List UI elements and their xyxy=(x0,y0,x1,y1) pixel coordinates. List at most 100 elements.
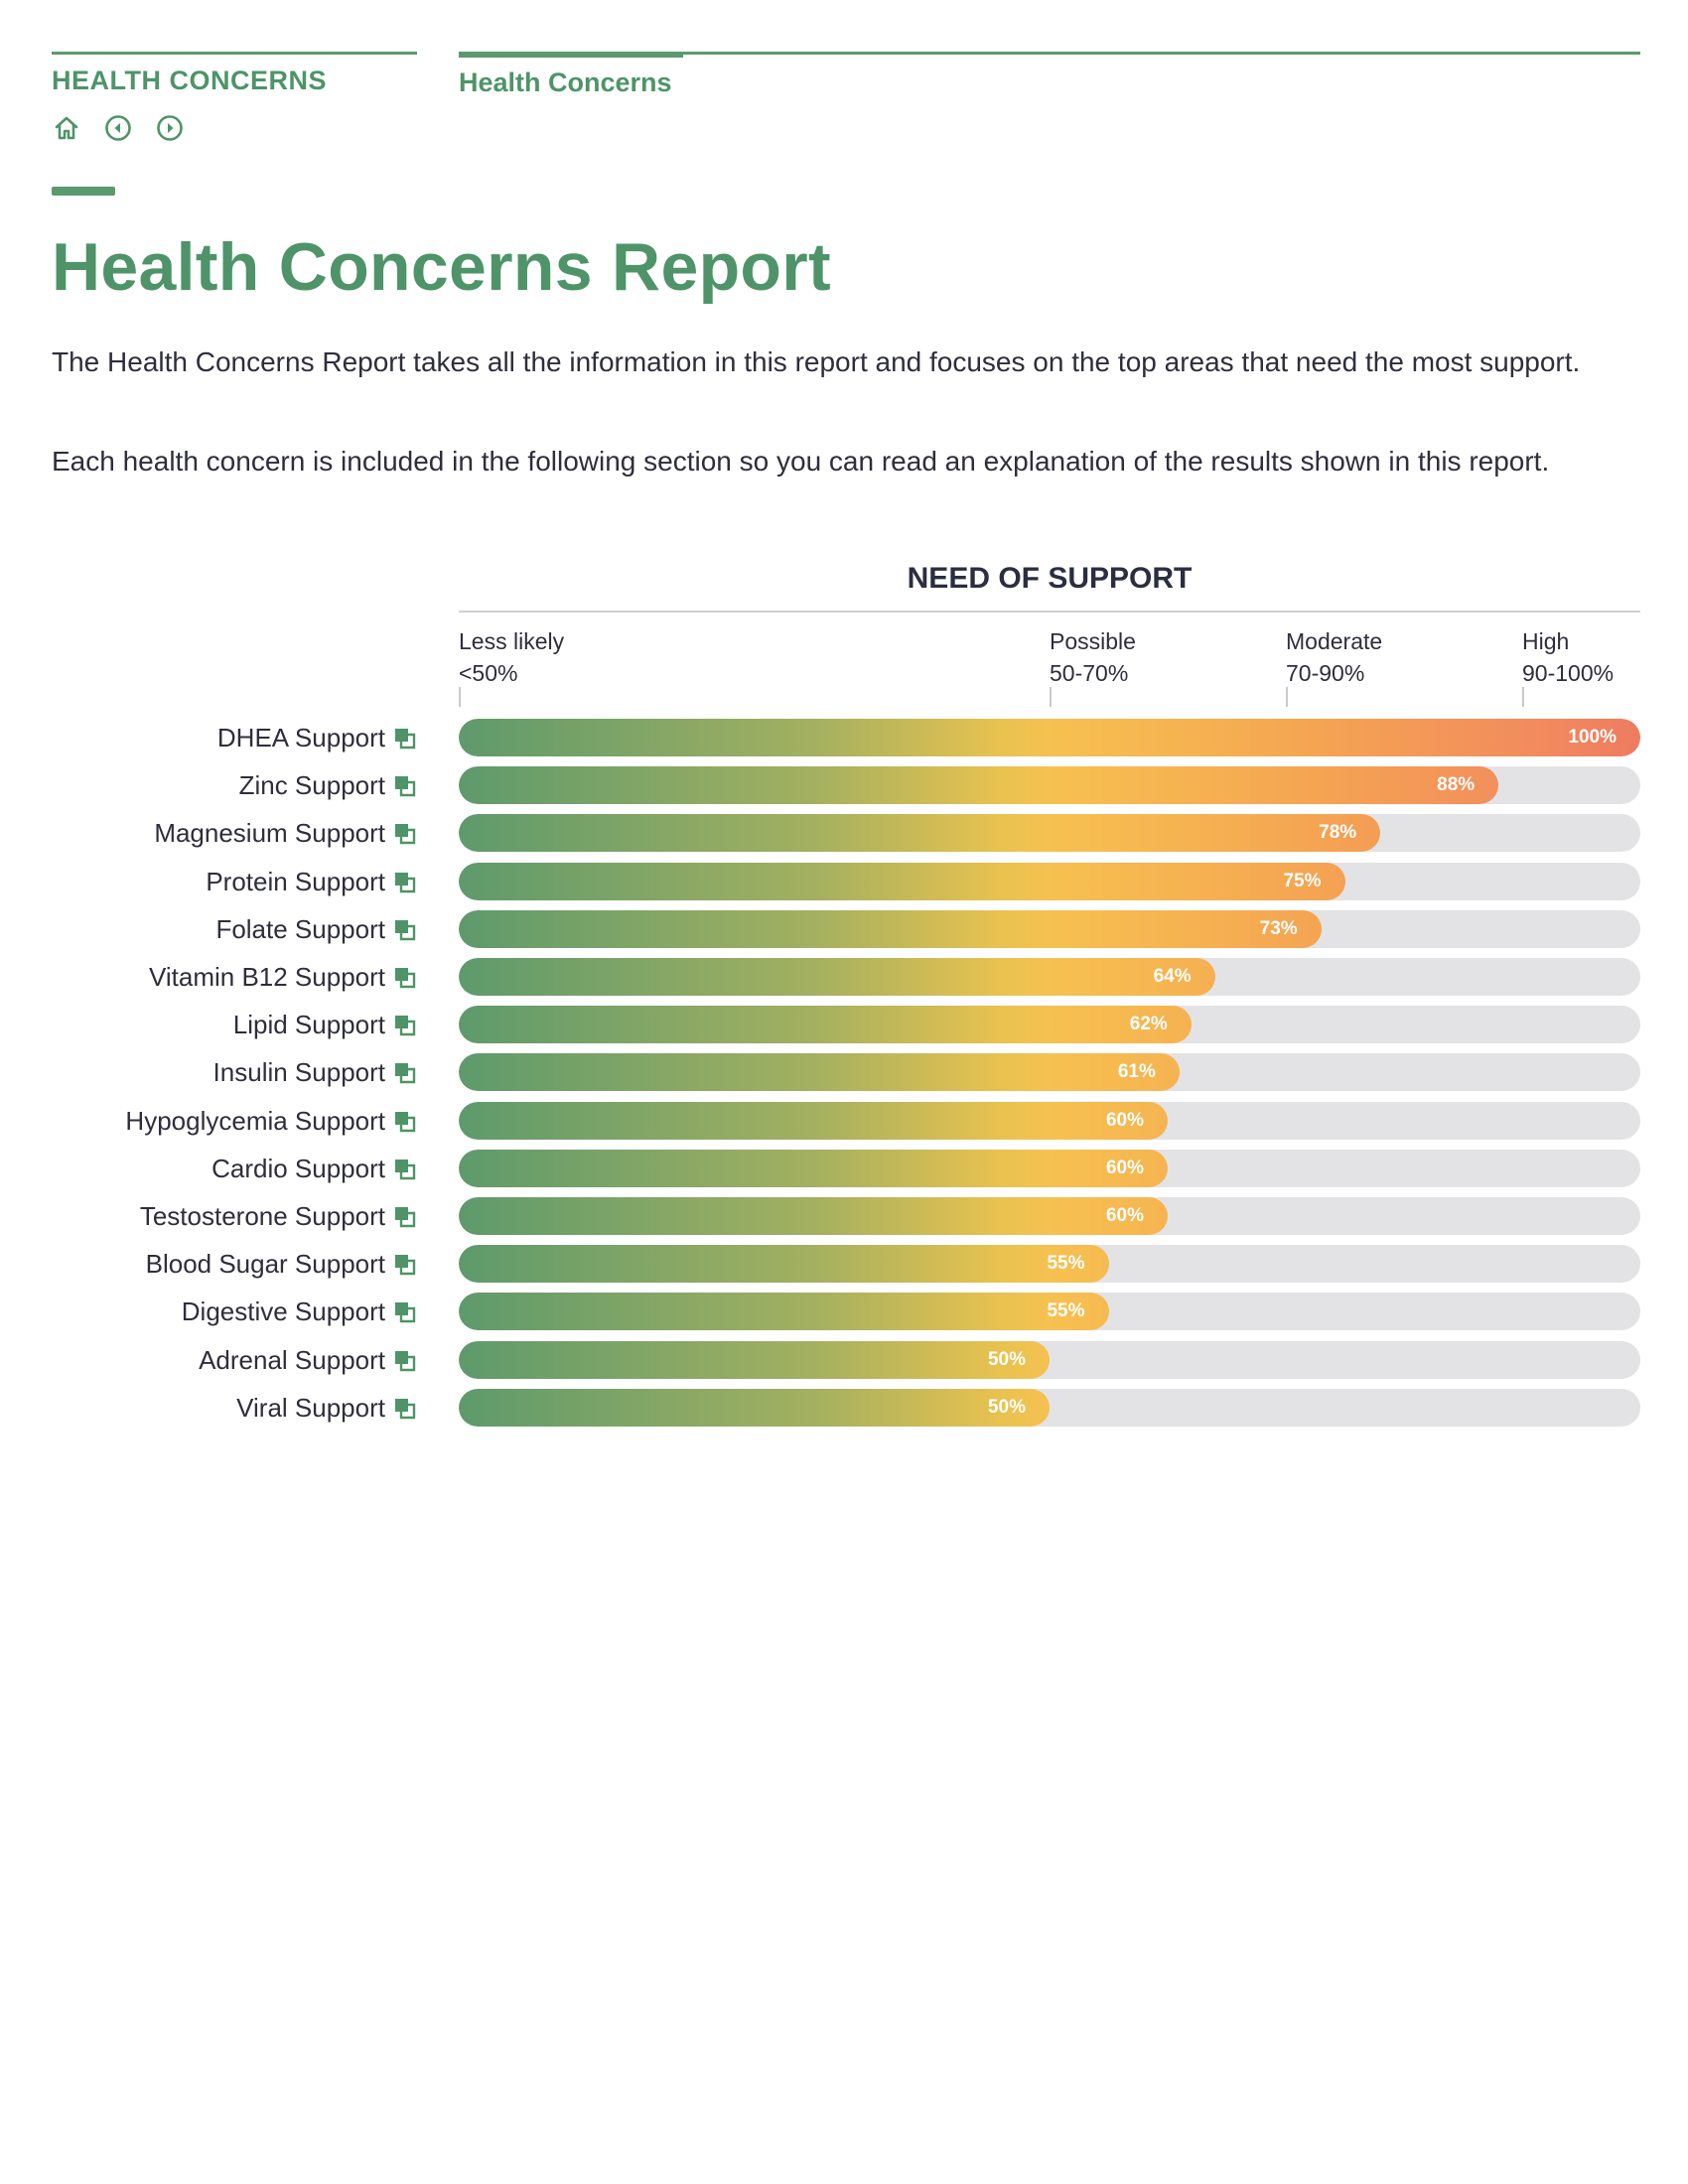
bar-row: DHEA Support 100% xyxy=(0,719,1688,756)
bar-category-label[interactable]: Magnesium Support xyxy=(154,818,385,849)
bar-track: 73% xyxy=(459,909,1640,948)
bar-category-label[interactable]: Adrenal Support xyxy=(199,1344,385,1375)
bar-category-label[interactable]: Lipid Support xyxy=(232,1010,385,1040)
bar-row: Insulin Support 61% xyxy=(0,1053,1688,1092)
bar-value-label: 75% xyxy=(1283,870,1322,891)
bar-category-label[interactable]: Vitamin B12 Support xyxy=(149,962,385,992)
open-link-icon[interactable] xyxy=(394,823,416,845)
open-link-icon[interactable] xyxy=(394,1159,416,1180)
bar-fill xyxy=(459,814,1381,853)
home-icon[interactable] xyxy=(52,113,81,143)
bar-value-label: 78% xyxy=(1319,822,1357,844)
open-link-icon[interactable] xyxy=(394,872,416,893)
bar-value-label: 100% xyxy=(1568,727,1617,748)
scale-level-range: 70-90% xyxy=(1286,660,1365,686)
bar-row: Testosterone Support 60% xyxy=(0,1197,1688,1235)
open-link-icon[interactable] xyxy=(394,775,416,797)
bar-track: 50% xyxy=(459,1388,1640,1427)
chart-title-rule xyxy=(459,611,1640,613)
scale-level-name: Less likely xyxy=(459,628,565,654)
next-icon[interactable] xyxy=(155,113,185,143)
header-left-rule xyxy=(52,52,417,55)
scale-level-range: 90-100% xyxy=(1522,660,1615,686)
open-link-icon[interactable] xyxy=(394,1062,416,1084)
scale-tick xyxy=(1286,687,1288,707)
bar-track: 75% xyxy=(459,862,1640,900)
bar-value-label: 73% xyxy=(1259,917,1298,939)
bar-value-label: 60% xyxy=(1105,1157,1144,1178)
bar-track: 60% xyxy=(459,1197,1640,1235)
open-link-icon[interactable] xyxy=(394,1350,416,1372)
tab-health-concerns[interactable]: Health Concerns xyxy=(459,68,672,97)
bar-row: Magnesium Support 78% xyxy=(0,814,1688,853)
bar-category-label[interactable]: Digestive Support xyxy=(181,1297,385,1327)
bar-track: 60% xyxy=(459,1149,1640,1187)
bar-track: 55% xyxy=(459,1293,1640,1331)
bar-category-label[interactable]: Insulin Support xyxy=(212,1057,385,1088)
bar-track: 55% xyxy=(459,1245,1640,1284)
bar-fill xyxy=(459,1006,1192,1044)
explanation-paragraph: Each health concern is included in the f… xyxy=(52,446,1550,477)
open-link-icon[interactable] xyxy=(394,1206,416,1228)
bar-value-label: 55% xyxy=(1047,1253,1085,1275)
open-link-icon[interactable] xyxy=(394,1398,416,1420)
bar-fill xyxy=(459,909,1322,948)
open-link-icon[interactable] xyxy=(394,967,416,989)
bar-value-label: 64% xyxy=(1153,966,1192,987)
bar-category-label[interactable]: Protein Support xyxy=(206,866,385,896)
bar-value-label: 88% xyxy=(1437,774,1476,796)
bar-category-label[interactable]: Blood Sugar Support xyxy=(145,1249,385,1280)
scale-level-range: <50% xyxy=(459,660,518,686)
scale-level-name: Moderate xyxy=(1286,628,1383,654)
bar-category-label[interactable]: Viral Support xyxy=(236,1392,385,1423)
bar-row: Hypoglycemia Support 60% xyxy=(0,1101,1688,1140)
bar-fill xyxy=(459,719,1640,756)
intro-paragraph: The Health Concerns Report takes all the… xyxy=(52,346,1581,377)
open-link-icon[interactable] xyxy=(394,728,416,750)
scale-tick xyxy=(1522,687,1524,707)
bar-row: Viral Support 50% xyxy=(0,1388,1688,1427)
bar-category-label[interactable]: Folate Support xyxy=(215,913,385,944)
bar-row: Blood Sugar Support 55% xyxy=(0,1245,1688,1284)
bar-row: Protein Support 75% xyxy=(0,862,1688,900)
bar-row: Vitamin B12 Support 64% xyxy=(0,958,1688,996)
open-link-icon[interactable] xyxy=(394,1015,416,1036)
bar-category-label[interactable]: Cardio Support xyxy=(211,1153,385,1183)
bar-value-label: 55% xyxy=(1047,1300,1085,1322)
scale-level-name: Possible xyxy=(1050,628,1136,654)
bar-fill xyxy=(459,1101,1168,1140)
bar-fill xyxy=(459,1340,1050,1379)
bar-category-label[interactable]: Zinc Support xyxy=(238,770,385,801)
open-link-icon[interactable] xyxy=(394,1301,416,1323)
scale-label-high: High 90-100% xyxy=(1522,625,1614,689)
bar-category-label[interactable]: Testosterone Support xyxy=(139,1201,385,1231)
open-link-icon[interactable] xyxy=(394,1254,416,1276)
chart-title: NEED OF SUPPORT xyxy=(907,562,1193,595)
bar-fill xyxy=(459,862,1345,900)
bar-fill xyxy=(459,766,1499,805)
bar-fill xyxy=(459,1149,1168,1187)
scale-label-moderate: Moderate 70-90% xyxy=(1286,625,1382,689)
bar-row: Adrenal Support 50% xyxy=(0,1340,1688,1379)
scale-tick xyxy=(459,687,461,707)
bar-fill xyxy=(459,958,1215,996)
bar-value-label: 60% xyxy=(1105,1109,1144,1131)
scale-level-range: 50-70% xyxy=(1050,660,1129,686)
bar-track: 88% xyxy=(459,766,1640,805)
previous-icon[interactable] xyxy=(103,113,133,143)
open-link-icon[interactable] xyxy=(394,919,416,941)
section-label: HEALTH CONCERNS xyxy=(52,66,327,95)
bar-track: 78% xyxy=(459,814,1640,853)
open-link-icon[interactable] xyxy=(394,1111,416,1133)
bar-track: 100% xyxy=(459,719,1640,756)
bar-value-label: 60% xyxy=(1105,1205,1144,1226)
bar-fill xyxy=(459,1053,1180,1092)
bar-fill xyxy=(459,1293,1109,1331)
scale-tick xyxy=(1050,687,1052,707)
bar-track: 62% xyxy=(459,1006,1640,1044)
bar-category-label[interactable]: DHEA Support xyxy=(216,723,385,752)
bar-row: Folate Support 73% xyxy=(0,909,1688,948)
bar-category-label[interactable]: Hypoglycemia Support xyxy=(125,1105,385,1136)
bar-value-label: 61% xyxy=(1117,1061,1156,1083)
header-right-rule xyxy=(459,52,1640,55)
